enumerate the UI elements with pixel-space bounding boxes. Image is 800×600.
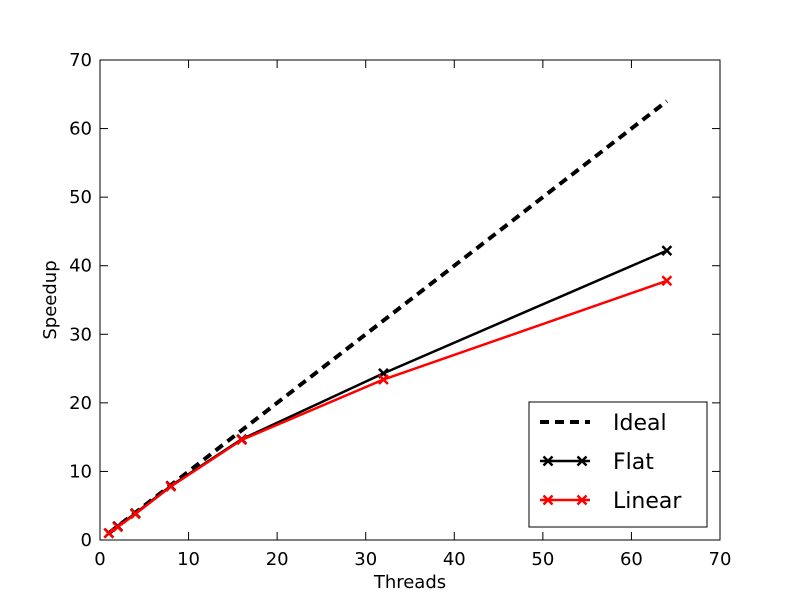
data-point-linear	[661, 275, 673, 287]
data-point-linear	[378, 374, 389, 385]
data-point-flat	[661, 245, 673, 257]
x-tick-label: 60	[620, 549, 643, 570]
legend-marker-flat	[542, 455, 554, 467]
y-tick-label: 0	[81, 530, 92, 551]
legend-marker-linear	[542, 494, 554, 506]
x-tick-label: 30	[354, 549, 377, 570]
y-tick-label: 70	[69, 50, 92, 71]
data-point-linear	[130, 508, 141, 520]
data-point-linear	[103, 527, 115, 539]
legend-items: Ideal Flat Linear	[540, 411, 682, 514]
y-tick-label: 40	[69, 256, 92, 277]
x-tick-label: 20	[266, 549, 289, 570]
series-layer	[103, 99, 673, 539]
x-axis-label: Threads	[373, 572, 446, 593]
legend-label-linear: Linear	[613, 489, 682, 514]
y-tick-label: 30	[69, 324, 92, 345]
x-tick-label: 40	[443, 549, 466, 570]
data-point-linear	[236, 434, 248, 446]
y-tick-label: 50	[69, 187, 92, 208]
legend: Ideal Flat Linear	[528, 401, 708, 528]
plot-frame	[99, 59, 721, 541]
x-tick-label: 0	[94, 549, 105, 570]
legend-marker-flat	[576, 455, 588, 467]
legend-label-flat: Flat	[613, 450, 654, 475]
legend-label-ideal: Ideal	[613, 411, 667, 436]
y-tick-label: 60	[69, 119, 92, 140]
x-tick-label: 10	[177, 549, 200, 570]
x-tick-label: 50	[531, 549, 554, 570]
legend-marker-linear	[576, 494, 588, 506]
x-tick-label: 70	[709, 549, 732, 570]
data-point-linear	[112, 521, 124, 533]
tick-layer: 0 10 20 30 40 50 60 70 0 10 20 30 40 50 60 70	[69, 50, 731, 570]
y-tick-label: 20	[69, 393, 92, 414]
y-axis-label: Speedup	[40, 260, 61, 339]
data-point-linear	[165, 481, 177, 492]
y-tick-label: 10	[69, 461, 92, 482]
